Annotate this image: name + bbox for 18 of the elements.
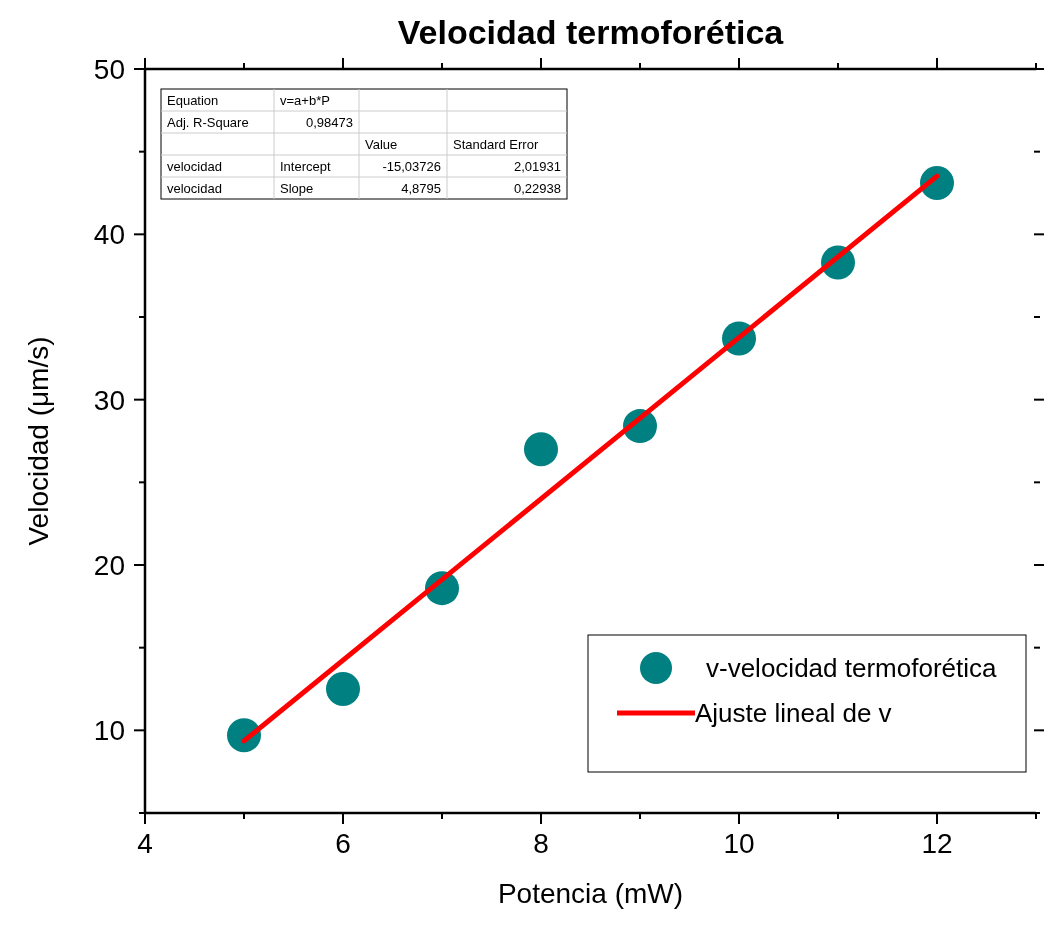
x-tick-label: 6 xyxy=(335,828,351,859)
y-tick-label: 20 xyxy=(93,550,125,581)
y-tick-label: 50 xyxy=(93,54,125,85)
legend-label: v-velocidad termoforética xyxy=(706,653,997,683)
x-tick-label: 12 xyxy=(921,828,953,859)
y-axis-title: Velocidad (μm/s) xyxy=(23,336,54,546)
x-tick-label: 10 xyxy=(723,828,755,859)
x-tick-label: 4 xyxy=(137,828,153,859)
y-tick-label: 30 xyxy=(93,384,125,416)
y-tick-label: 10 xyxy=(93,715,125,747)
point xyxy=(326,672,360,706)
y-tick-label: 40 xyxy=(93,219,125,251)
x-axis-title: Potencia (mW) xyxy=(497,878,684,909)
x-tick-label: 8 xyxy=(533,828,549,859)
point xyxy=(524,432,558,467)
chart-title: Velocidad termoforética xyxy=(397,13,785,51)
results-table: Equation v=a+b*P Adj. R-Square 0,98473 Value Standard Error velocidad Intercept -15,03726 2,01931 velocidad Slope 4,8795 0,22938 xyxy=(160,88,568,200)
legend-label: Ajuste lineal de v xyxy=(695,698,892,728)
